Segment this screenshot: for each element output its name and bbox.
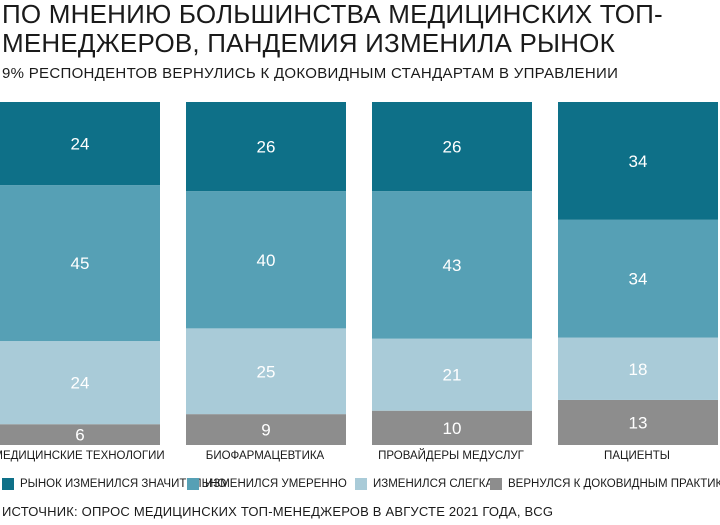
bar-segment xyxy=(186,102,346,192)
data-label: 10 xyxy=(443,419,462,438)
bar-segment xyxy=(372,338,532,411)
data-label: 18 xyxy=(629,360,648,379)
category-label: БИОФАРМАЦЕВТИКА xyxy=(206,450,325,462)
data-label: 25 xyxy=(257,362,276,381)
data-label: 40 xyxy=(257,251,276,270)
legend-swatch xyxy=(490,478,502,490)
chart-legend: РЫНОК ИЗМЕНИЛСЯ ЗНАЧИТЕЛЬНО ИЗМЕНИЛСЯ УМ… xyxy=(0,478,720,498)
data-label: 24 xyxy=(71,374,90,393)
data-label: 43 xyxy=(443,256,462,275)
bar-segment xyxy=(0,102,160,186)
legend-label: РЫНОК ИЗМЕНИЛСЯ ЗНАЧИТЕЛЬНО xyxy=(20,478,227,490)
data-label: 26 xyxy=(443,138,462,157)
bar-segment xyxy=(0,424,160,445)
data-label: 13 xyxy=(629,413,648,432)
source-note: ИСТОЧНИК: ОПРОС МЕДИЦИНСКИХ ТОП-МЕНЕДЖЕР… xyxy=(2,504,554,519)
category-label: ПРОВАЙДЕРЫ МЕДУСЛУГ xyxy=(378,449,525,462)
data-label: 6 xyxy=(75,426,84,445)
bar-segment xyxy=(372,191,532,339)
bar-segment xyxy=(558,102,718,220)
bar-segment xyxy=(0,185,160,342)
bar-segment xyxy=(372,410,532,445)
data-label: 34 xyxy=(629,152,648,171)
data-label: 21 xyxy=(443,366,462,385)
stacked-bar-chart: 6 24 45 24 МЕДИЦИНСКИЕ ТЕХНОЛОГИИ 9 25 40 26 БИОФ… xyxy=(0,102,718,462)
legend-swatch xyxy=(2,478,14,490)
bar-segment xyxy=(558,219,718,338)
data-label: 45 xyxy=(71,254,90,273)
category-label: МЕДИЦИНСКИЕ ТЕХНОЛОГИИ xyxy=(0,450,165,462)
legend-item-significant: РЫНОК ИЗМЕНИЛСЯ ЗНАЧИТЕЛЬНО xyxy=(2,478,226,490)
legend-item-moderate: ИЗМЕНИЛСЯ УМЕРЕННО xyxy=(187,478,347,490)
category-label: ПАЦИЕНТЫ xyxy=(604,450,670,462)
legend-swatch xyxy=(355,478,367,490)
bar-segment xyxy=(558,337,718,400)
legend-label: ВЕРНУЛСЯ К ДОКОВИДНЫМ ПРАКТИКАМ xyxy=(508,478,720,490)
legend-label: ИЗМЕНИЛСЯ СЛЕГКА xyxy=(373,478,494,490)
legend-item-slight: ИЗМЕНИЛСЯ СЛЕГКА xyxy=(355,478,493,490)
legend-swatch xyxy=(187,478,199,490)
bar-segment xyxy=(186,328,346,415)
chart-subtitle: 9% РЕСПОНДЕНТОВ ВЕРНУЛИСЬ К ДОКОВИДНЫМ С… xyxy=(2,65,619,82)
bar-segment xyxy=(372,102,532,192)
chart-title: ПО МНЕНИЮ БОЛЬШИНСТВА МЕДИЦИНСКИХ ТОП-МЕ… xyxy=(2,0,663,58)
data-label: 24 xyxy=(71,135,90,154)
data-label: 34 xyxy=(629,270,648,289)
bar-segment xyxy=(186,414,346,445)
data-label: 26 xyxy=(257,138,276,157)
legend-item-returned: ВЕРНУЛСЯ К ДОКОВИДНЫМ ПРАКТИКАМ xyxy=(490,478,720,490)
legend-label: ИЗМЕНИЛСЯ УМЕРЕННО xyxy=(205,478,347,490)
bar-segment xyxy=(558,399,718,445)
data-label: 9 xyxy=(261,421,270,440)
bar-segment xyxy=(186,191,346,329)
bar-segment xyxy=(0,341,160,425)
